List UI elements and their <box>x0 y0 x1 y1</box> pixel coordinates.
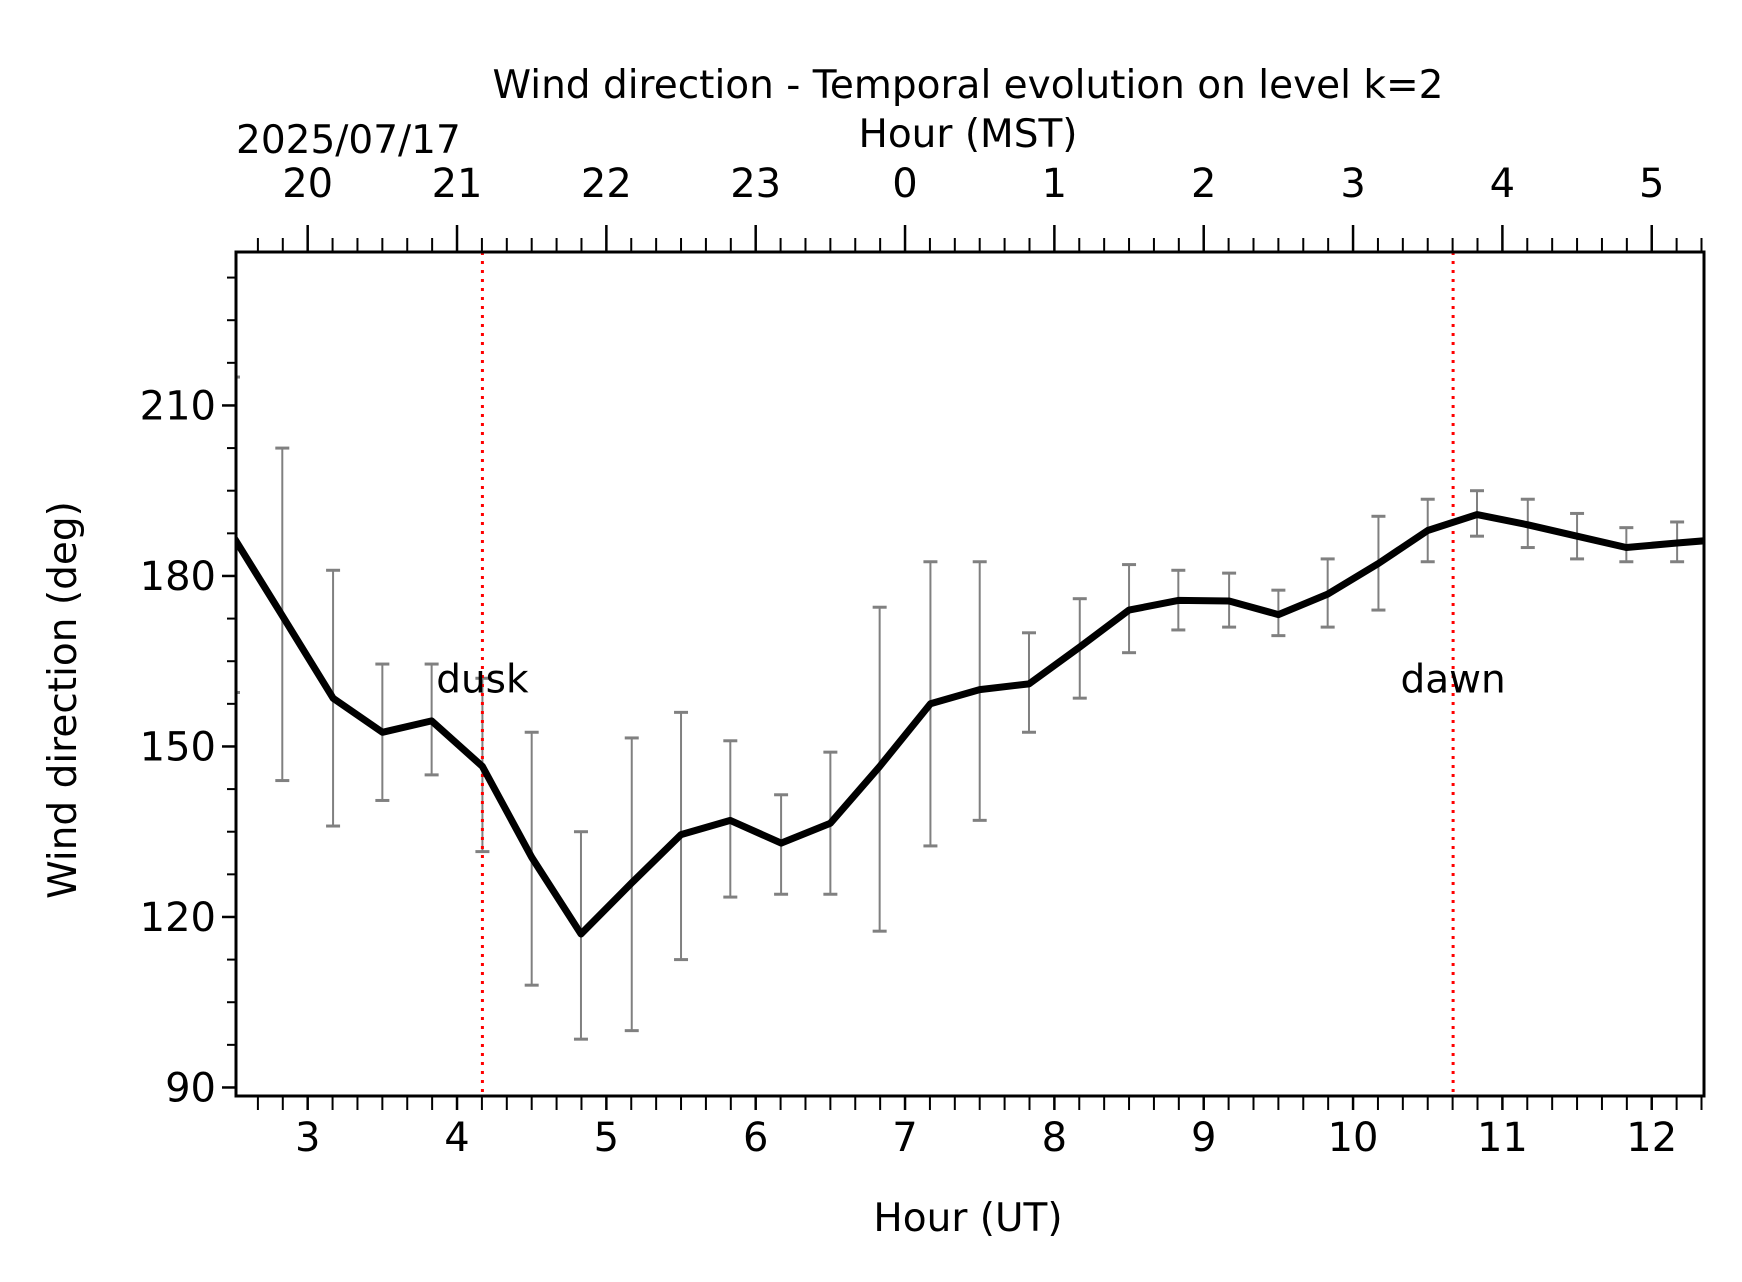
top-tick-label: 23 <box>730 161 781 207</box>
top-tick-label: 21 <box>432 161 483 207</box>
x-tick-label: 8 <box>1042 1115 1067 1161</box>
series-line <box>236 511 1704 938</box>
x-axis-label: Hour (UT) <box>873 1196 1062 1241</box>
dawn-label: dawn <box>1400 657 1505 702</box>
y-axis-label: Wind direction (deg) <box>41 501 86 899</box>
top-tick-label: 5 <box>1639 161 1664 207</box>
top-tick-label: 1 <box>1042 161 1067 207</box>
top-tick-label: 2 <box>1191 161 1216 207</box>
x-tick-label: 4 <box>444 1115 469 1161</box>
chart-title: Wind direction - Temporal evolution on l… <box>493 63 1444 108</box>
y-tick-label: 180 <box>140 554 216 600</box>
date-label: 2025/07/17 <box>236 118 461 163</box>
y-tick-label: 150 <box>140 724 216 770</box>
event-lines: dusk dawn <box>436 252 1506 1096</box>
x-tick-label: 3 <box>295 1115 320 1161</box>
y-tick-label: 210 <box>140 383 216 429</box>
top-tick-label: 0 <box>892 161 917 207</box>
x-tick-label: 11 <box>1477 1115 1528 1161</box>
x-tick-label: 12 <box>1626 1115 1677 1161</box>
top-axis-label: Hour (MST) <box>859 112 1078 157</box>
top-tick-label: 20 <box>282 161 333 207</box>
dusk-label: dusk <box>436 657 529 702</box>
x-tick-label: 10 <box>1328 1115 1379 1161</box>
top-tick-label: 3 <box>1340 161 1365 207</box>
series-layer <box>236 511 1704 938</box>
error-bars <box>236 375 1685 1041</box>
top-tick-label: 22 <box>581 161 632 207</box>
plot-frame <box>234 250 1706 1098</box>
x-tick-label: 5 <box>594 1115 619 1161</box>
y-tick-label: 120 <box>140 895 216 941</box>
x-tick-label: 9 <box>1191 1115 1216 1161</box>
top-tick-label: 4 <box>1490 161 1515 207</box>
x-tick-label: 6 <box>743 1115 768 1161</box>
x-tick-label: 7 <box>892 1115 917 1161</box>
y-tick-label: 90 <box>165 1065 216 1111</box>
